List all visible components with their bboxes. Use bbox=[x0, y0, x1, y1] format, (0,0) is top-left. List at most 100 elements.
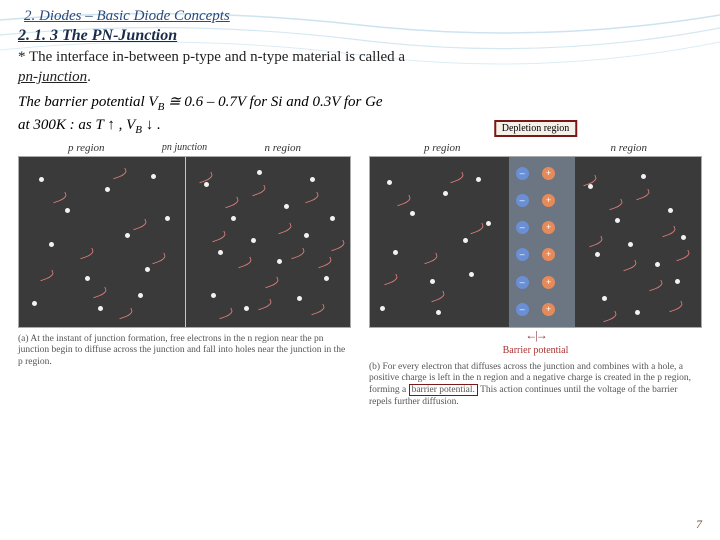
intro-text: * The interface in-between p-type and n-… bbox=[18, 47, 702, 88]
electron bbox=[111, 168, 127, 180]
hole bbox=[32, 301, 37, 306]
hole bbox=[675, 279, 680, 284]
depletion-region-label: Depletion region bbox=[494, 120, 577, 137]
electron bbox=[51, 192, 67, 204]
hole bbox=[330, 216, 335, 221]
intro-line-suffix: . bbox=[87, 69, 91, 85]
hole bbox=[387, 180, 392, 185]
electron bbox=[237, 256, 253, 268]
hole bbox=[324, 276, 329, 281]
hole bbox=[151, 174, 156, 179]
electron bbox=[276, 222, 292, 234]
negative-ion: – bbox=[516, 221, 529, 234]
barrier-potential-highlight: barrier potential. bbox=[409, 384, 478, 396]
hole bbox=[244, 306, 249, 311]
hole bbox=[257, 170, 262, 175]
negative-ion: – bbox=[516, 276, 529, 289]
barrier-arrows: ←|→ bbox=[369, 328, 702, 343]
hole bbox=[410, 211, 415, 216]
hole bbox=[436, 310, 441, 315]
electron bbox=[151, 253, 167, 265]
electron bbox=[329, 239, 345, 251]
electron bbox=[647, 280, 663, 292]
hole bbox=[65, 208, 70, 213]
barrier-potential-label: Barrier potential bbox=[369, 345, 702, 356]
hole bbox=[380, 306, 385, 311]
page-number: 7 bbox=[696, 517, 702, 532]
pn-junction-label: pn junction bbox=[162, 142, 207, 153]
hole bbox=[204, 182, 209, 187]
hole bbox=[49, 242, 54, 247]
hole bbox=[655, 262, 660, 267]
chapter-heading: 2. Diodes – Basic Diode Concepts bbox=[24, 8, 702, 25]
hole bbox=[430, 279, 435, 284]
electron bbox=[257, 299, 273, 311]
electron bbox=[131, 219, 147, 231]
junction-line bbox=[185, 157, 187, 327]
electron bbox=[290, 248, 306, 260]
hole bbox=[641, 174, 646, 179]
electron bbox=[588, 236, 604, 248]
hole bbox=[602, 296, 607, 301]
hole bbox=[476, 177, 481, 182]
hole bbox=[463, 238, 468, 243]
hole bbox=[469, 272, 474, 277]
hole bbox=[218, 250, 223, 255]
hole bbox=[231, 216, 236, 221]
electron bbox=[118, 307, 134, 319]
formula-barrier-potential: The barrier potential VB ≅ 0.6 – 0.7V fo… bbox=[18, 92, 702, 113]
hole bbox=[251, 238, 256, 243]
hole bbox=[105, 187, 110, 192]
label-n-region-b: n region bbox=[556, 142, 703, 154]
hole bbox=[284, 204, 289, 209]
negative-ion: – bbox=[516, 248, 529, 261]
hole bbox=[668, 208, 673, 213]
electron bbox=[310, 304, 326, 316]
label-p-region-b: p region bbox=[369, 142, 516, 154]
electron bbox=[250, 185, 266, 197]
electron bbox=[263, 277, 279, 289]
diagram-a-box bbox=[18, 156, 351, 328]
electron bbox=[382, 273, 398, 285]
electron bbox=[601, 311, 617, 323]
formula-temperature: at 300K : as T ↑ , VB ↓ . bbox=[18, 117, 702, 136]
electron bbox=[210, 231, 226, 243]
hole bbox=[595, 252, 600, 257]
positive-ion: + bbox=[542, 276, 555, 289]
electron bbox=[469, 222, 485, 234]
electron bbox=[449, 171, 465, 183]
hole bbox=[165, 216, 170, 221]
positive-ion: + bbox=[542, 194, 555, 207]
negative-ion: – bbox=[516, 167, 529, 180]
electron bbox=[621, 260, 637, 272]
hole bbox=[304, 233, 309, 238]
hole bbox=[310, 177, 315, 182]
electron bbox=[217, 307, 233, 319]
electron bbox=[78, 248, 94, 260]
diagram-b: Depletion region p region n region –+–+–… bbox=[369, 142, 702, 419]
caption-b: (b) For every electron that diffuses acr… bbox=[369, 362, 702, 410]
hole bbox=[39, 177, 44, 182]
positive-ion: + bbox=[542, 303, 555, 316]
pn-junction-term: pn-junction bbox=[18, 69, 87, 85]
hole bbox=[393, 250, 398, 255]
electron bbox=[608, 198, 624, 210]
intro-line-prefix: * The interface in-between p-type and n-… bbox=[18, 49, 405, 65]
hole bbox=[211, 293, 216, 298]
hole bbox=[145, 267, 150, 272]
depletion-zone bbox=[509, 157, 575, 327]
positive-ion: + bbox=[542, 167, 555, 180]
electron bbox=[91, 287, 107, 299]
electron bbox=[429, 290, 445, 302]
electron bbox=[396, 195, 412, 207]
electron bbox=[223, 197, 239, 209]
hole bbox=[681, 235, 686, 240]
label-n-region: n region bbox=[215, 142, 352, 154]
hole bbox=[635, 310, 640, 315]
hole bbox=[588, 184, 593, 189]
electron bbox=[303, 192, 319, 204]
electron bbox=[661, 226, 677, 238]
hole bbox=[125, 233, 130, 238]
hole bbox=[615, 218, 620, 223]
negative-ion: – bbox=[516, 194, 529, 207]
